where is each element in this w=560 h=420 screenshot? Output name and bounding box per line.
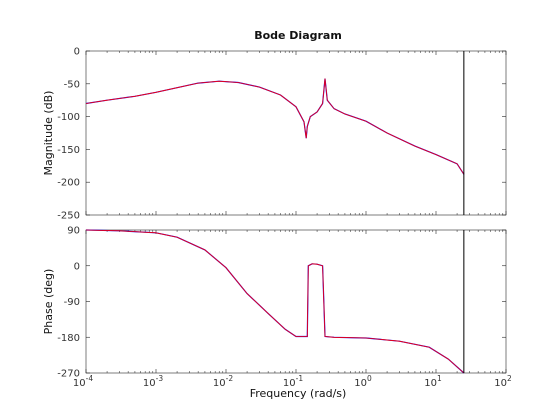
x-tick-label: 10-4 — [73, 374, 93, 389]
series-line-red — [85, 78, 465, 175]
x-tick-label: 10-1 — [283, 374, 303, 389]
y-tick-label: -150 — [57, 145, 80, 156]
x-tick-label: 101 — [424, 374, 442, 389]
panel-magnitude: 0 -50 -100 -150 -200 -250 Magnitude (dB) — [42, 47, 507, 222]
y-tick-label: -90 — [64, 297, 80, 308]
y-tick-label: -270 — [57, 369, 80, 380]
x-tick-label: 100 — [354, 374, 372, 389]
chart-title: Bode Diagram — [254, 29, 342, 42]
axes-box — [85, 50, 507, 216]
y-tick-label: 90 — [67, 226, 80, 237]
axes-box — [85, 229, 507, 374]
y-tick-label: 0 — [74, 47, 80, 58]
plot-panels: 0 -50 -100 -150 -200 -250 Magnitude (dB) 90 0 -90… — [42, 47, 512, 390]
y-tick-label: -250 — [57, 211, 80, 222]
x-tick-label: 102 — [494, 374, 512, 389]
panel-phase: 90 0 -90 -180 -270 Phase (deg) — [42, 226, 507, 380]
y-tick-label: -50 — [64, 79, 80, 90]
x-tick-label: 10-3 — [143, 374, 163, 389]
y-axis-label: Phase (deg) — [42, 269, 55, 335]
y-tick-label: 0 — [74, 261, 80, 272]
x-axis-label: Frequency (rad/s) — [250, 387, 347, 400]
x-tick-labels: 10-4 10-3 10-2 10-1 100 101 102 — [73, 374, 512, 389]
y-tick-label: -200 — [57, 178, 80, 189]
y-axis-label: Magnitude (dB) — [42, 91, 55, 176]
y-tick-label: -100 — [57, 112, 80, 123]
y-tick-label: -180 — [57, 333, 80, 344]
x-tick-label: 10-2 — [213, 374, 233, 389]
series-line-red — [85, 229, 465, 374]
